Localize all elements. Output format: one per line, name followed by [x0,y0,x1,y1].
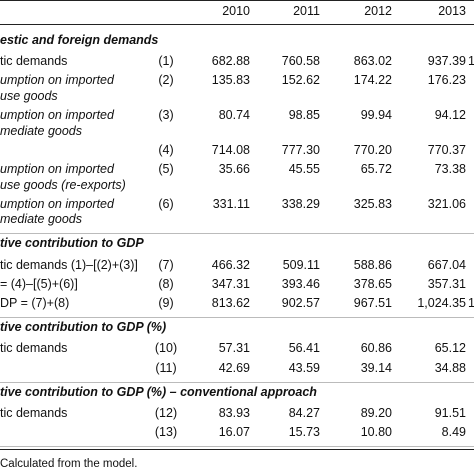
row-value: 378.65 [353,276,392,291]
row-value: 65.72 [360,162,392,176]
row-index: (1) [158,54,174,69]
row-value: 39.14 [360,360,392,375]
row-value: 760.58 [281,54,320,69]
row-value: 57.31 [218,341,250,356]
row-value: 863.02 [353,54,392,69]
row-value: 89.20 [360,406,392,420]
row-label: tic demands [0,54,68,69]
row-index: (3) [158,108,174,123]
row-label: tic demands (1)–[(2)+(3)] [0,257,138,272]
row-value: 325.83 [353,196,392,211]
row-index: (10) [154,341,178,356]
row-value: 94.12 [434,108,466,123]
row-value: 34.88 [434,360,466,375]
row-value: 73.38 [434,162,466,176]
row-value: 91.51 [434,406,466,420]
row-value: 174.22 [353,73,392,88]
row-value: 16.07 [218,425,250,440]
row-value: 80.74 [218,108,250,123]
row-label-continued: use goods [0,88,58,103]
row-value: 15.73 [288,425,320,440]
row-label: = (4)–[(5)+(6)] [0,276,78,291]
row-value: 35.66 [218,162,250,176]
row-value: 152.62 [281,73,320,88]
row-index: (13) [154,425,178,440]
row-value: 99.94 [360,108,392,123]
section-title: tive contribution to GDP (%) [0,320,167,335]
row-value: 777.30 [281,142,320,157]
column-header: 2012 [364,4,392,18]
row-value: 902.57 [281,296,320,310]
section-rule [0,233,474,235]
row-label-continued: use goods (re-exports) [0,177,126,192]
row-label: umption on imported [0,196,114,211]
row-label: tic demands [0,341,68,356]
row-index: (5) [158,162,174,176]
row-value: 331.11 [212,196,250,211]
table-footnote: Calculated from the model. [0,458,138,471]
row-value: 770.37 [427,142,466,157]
row-index: (12) [154,406,178,420]
column-header: 2013 [438,4,466,18]
overflow-digit: 1 [468,296,474,310]
column-header: 2010 [222,4,250,18]
row-label-continued: mediate goods [0,123,83,138]
row-value: 967.51 [353,296,392,310]
row-value: 321.06 [427,196,466,211]
row-index: (7) [158,257,174,272]
row-index: (4) [158,142,174,157]
row-label: DP = (7)+(8) [0,296,70,310]
row-value: 357.31 [427,276,466,291]
row-label: umption on imported [0,108,114,123]
row-value: 45.55 [288,162,320,176]
row-value: 667.04 [427,257,466,272]
row-value: 65.12 [434,341,466,356]
row-label: tic demands [0,406,68,420]
row-label: umption on imported [0,73,114,88]
row-value: 714.08 [211,142,250,157]
row-value: 83.93 [218,406,250,420]
row-value: 42.69 [218,360,250,375]
section-title: tive contribution to GDP (%) – conventio… [0,384,317,399]
row-value: 509.11 [282,257,320,272]
row-value: 10.80 [360,425,392,440]
column-header: 2011 [293,4,320,18]
row-value: 176.23 [427,73,466,88]
row-index: (8) [158,276,174,291]
row-index: (2) [158,73,174,88]
bottom-rule [0,449,474,451]
section-rule [0,381,474,383]
section-rule [0,317,474,319]
row-value: 43.59 [288,360,320,375]
row-value: 98.85 [288,108,320,123]
row-value: 682.88 [211,54,250,69]
row-value: 813.62 [211,296,250,310]
overflow-digit: 1 [468,54,474,69]
header-rule [0,24,474,25]
row-value: 770.20 [353,142,392,157]
row-label: umption on imported [0,162,114,176]
row-value: 393.46 [281,276,320,291]
row-value: 1,024.35 [417,296,466,310]
section-title: tive contribution to GDP [0,236,144,251]
row-value: 60.86 [360,341,392,356]
section-rule [0,446,474,448]
row-index: (11) [155,360,177,375]
row-value: 8.49 [441,425,466,440]
row-index: (9) [158,296,174,310]
row-value: 466.32 [211,257,250,272]
row-value: 937.39 [427,54,466,69]
row-value: 347.31 [211,276,250,291]
row-value: 588.86 [353,257,392,272]
top-rule [0,0,474,1]
row-value: 135.83 [211,73,250,88]
section-title: estic and foreign demands [0,33,159,47]
row-label-continued: mediate goods [0,212,83,227]
row-value: 338.29 [281,196,320,211]
row-index: (6) [158,196,174,211]
row-value: 56.41 [288,341,320,356]
row-value: 84.27 [288,406,320,420]
